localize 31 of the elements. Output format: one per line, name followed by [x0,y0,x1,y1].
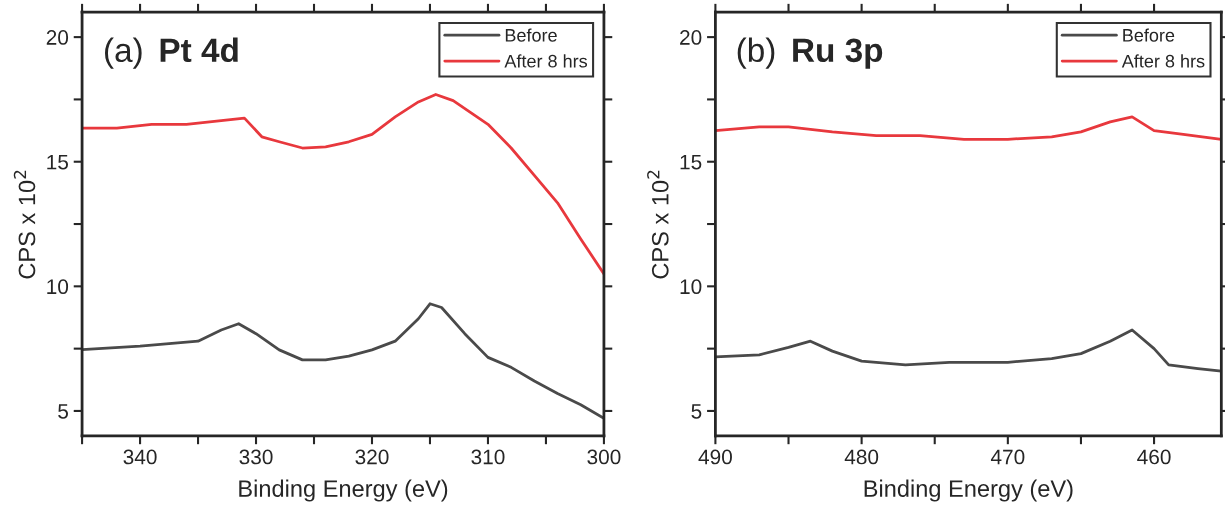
line-series [82,302,604,420]
y-tick-label: 20 [680,30,702,45]
y-tick-label: 15 [47,154,69,170]
y-axis-title: CPS x 10$^{2}$ [647,170,669,279]
x-tick-label: 300 [587,449,621,465]
y-tick-label: 20 [46,30,69,45]
y-tick-label: 5 [691,404,702,419]
x-tick-label: 490 [698,449,732,465]
text: (b) Ru 3p [737,37,883,69]
line-series [82,93,604,276]
x-tick-label: 480 [844,449,879,465]
x-axis-title: Binding Energy (eV) [239,479,448,502]
y-tick-label: 15 [680,154,702,170]
line-series [715,328,1222,373]
x-tick-label: 320 [355,449,389,465]
x-tick-label: 460 [1137,449,1171,465]
y-tick-label: 10 [680,279,702,295]
x-tick-label: 330 [239,449,273,465]
x-tick-label: 310 [471,449,505,465]
y-axis-title: CPS x 10$^{2}$ [13,170,36,279]
legend-label: After 8 hrs [1121,54,1205,68]
legend-label: After 8 hrs [504,54,588,68]
x-tick-label: 470 [990,449,1025,465]
y-tick-label: 5 [58,404,69,419]
line-series [715,115,1222,141]
x-tick-label: 340 [123,449,157,465]
x-axis-title: Binding Energy (eV) [864,479,1073,502]
legend-label: Before [505,28,557,42]
y-tick-label: 10 [47,279,69,295]
legend-label: Before [1123,28,1175,42]
text: (a) Pt 4d [105,37,238,69]
